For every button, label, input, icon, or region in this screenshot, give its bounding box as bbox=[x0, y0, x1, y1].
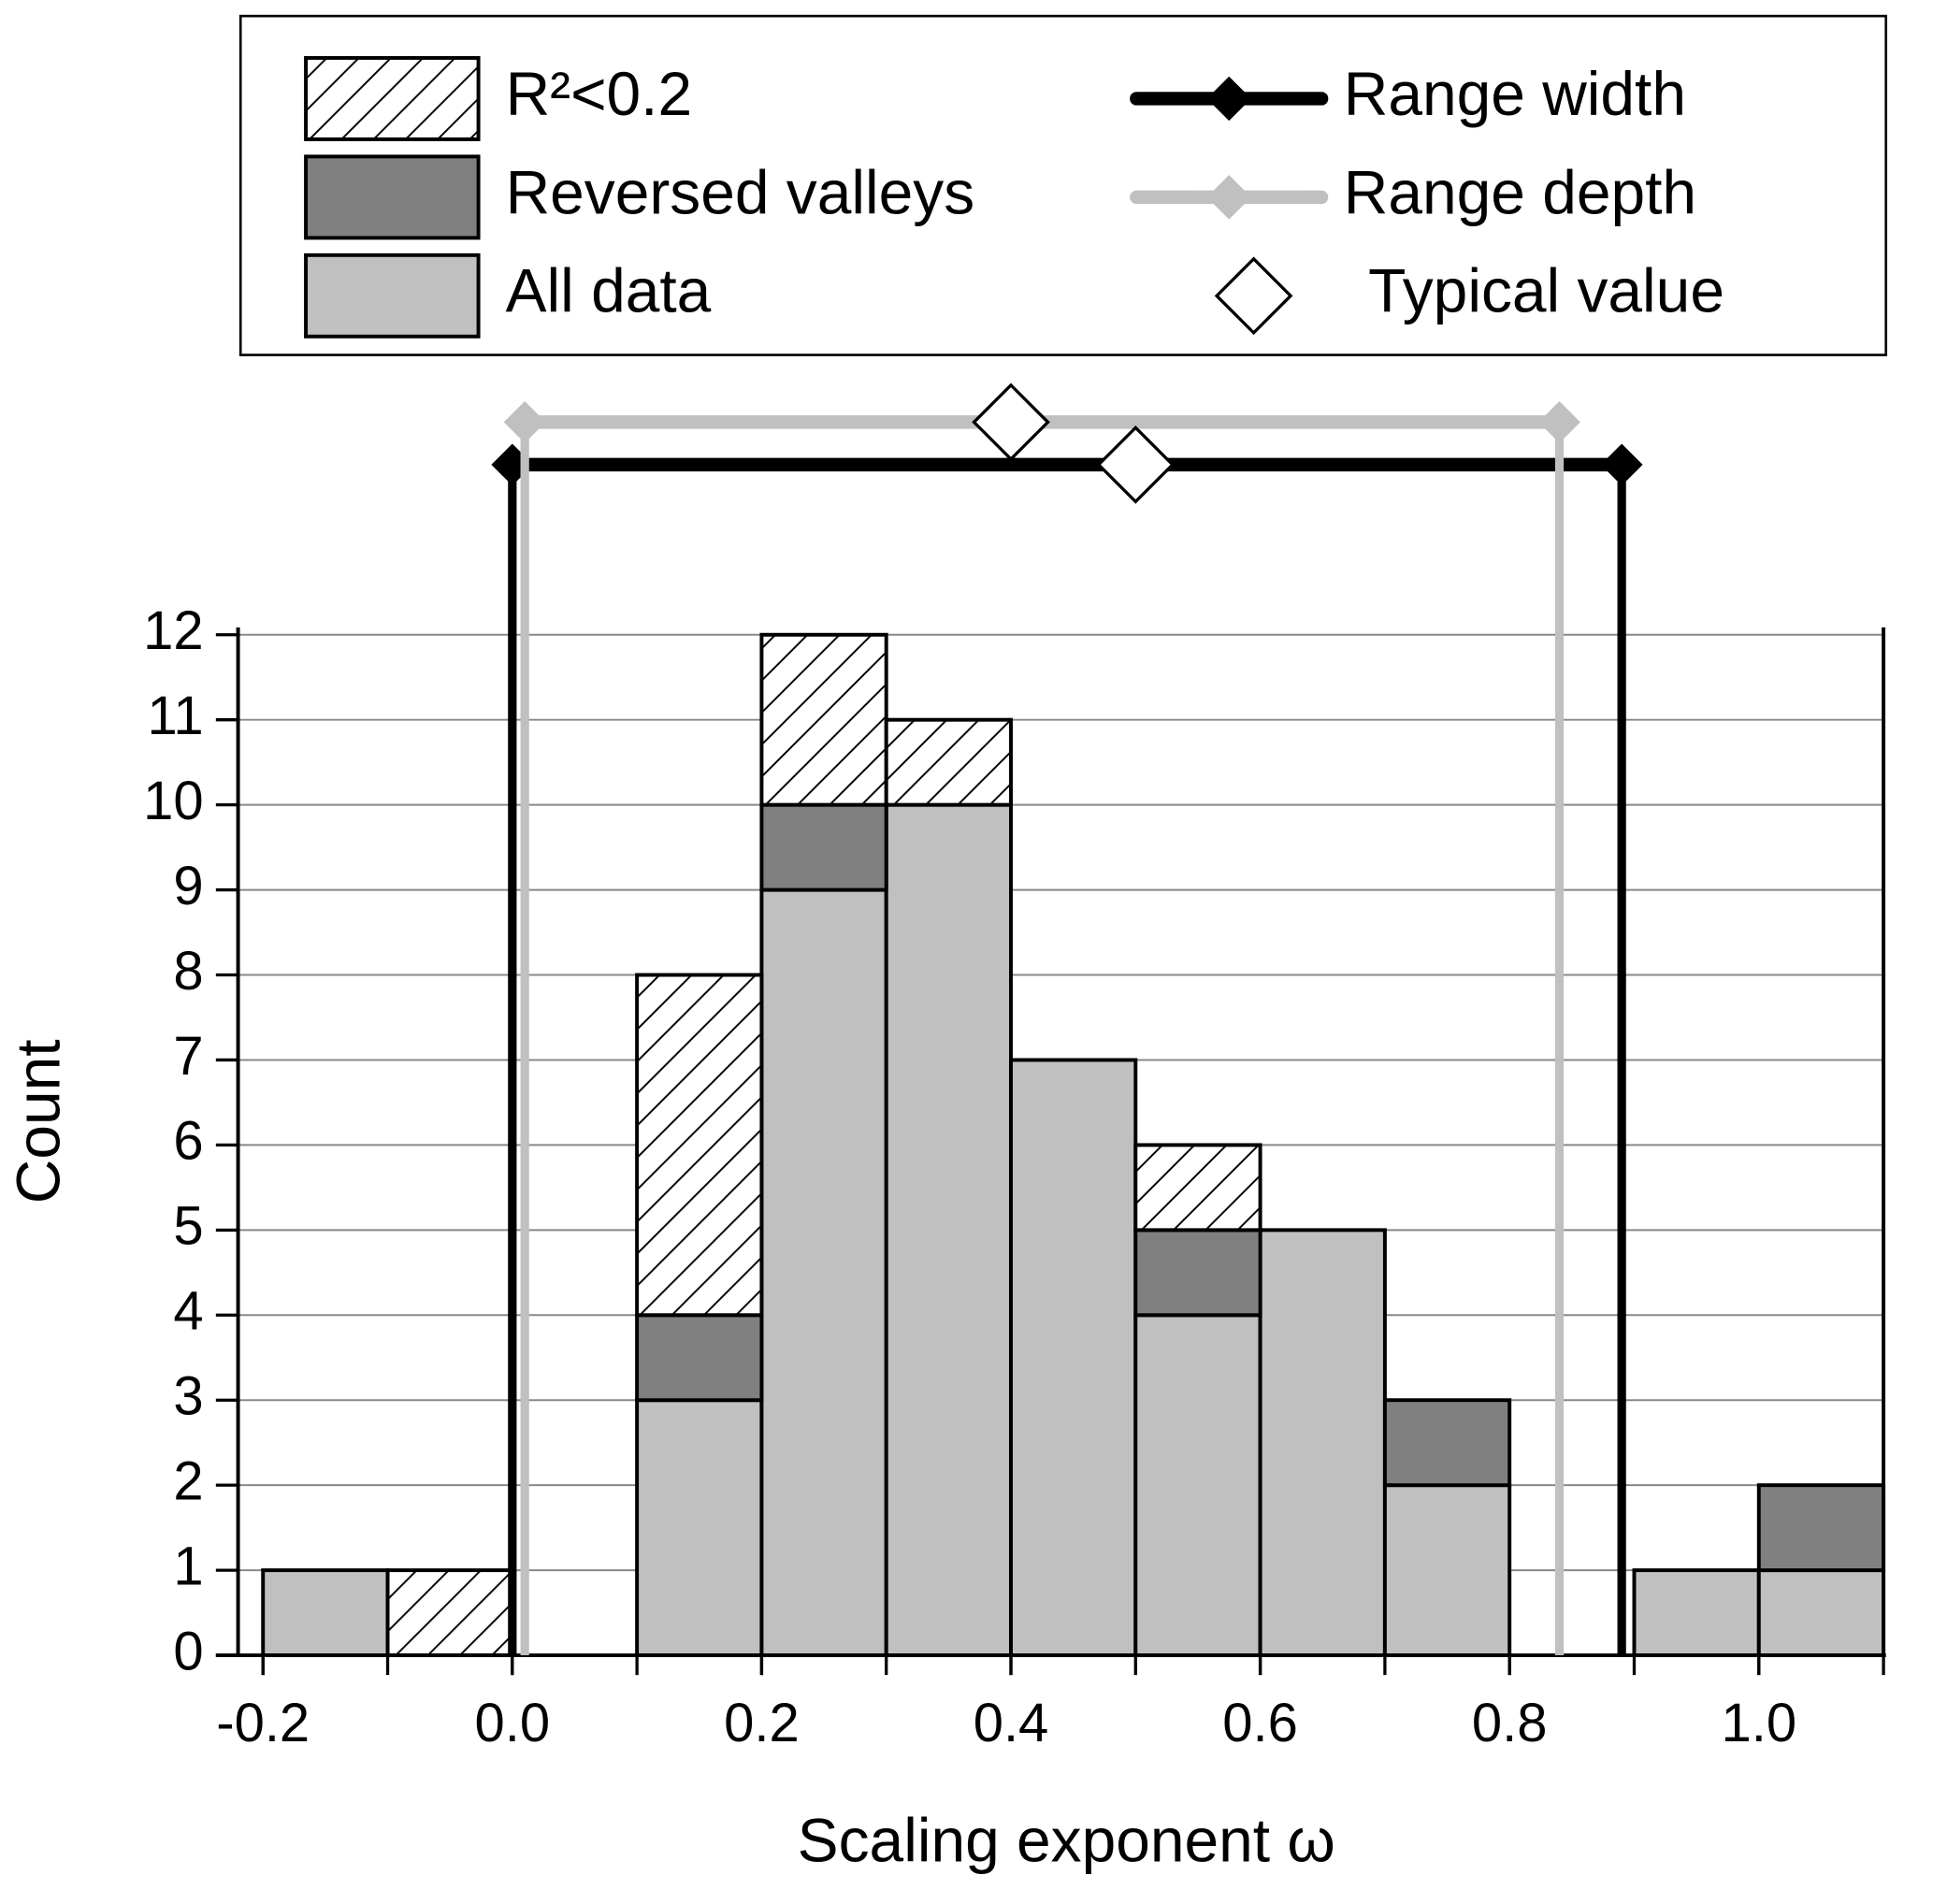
y-tick-label: 2 bbox=[173, 1451, 203, 1511]
legend-label: R²<0.2 bbox=[506, 59, 693, 128]
bar bbox=[385, 1568, 514, 1658]
bar bbox=[1133, 1313, 1262, 1658]
typical-marker bbox=[972, 382, 1050, 462]
bar bbox=[1258, 1228, 1387, 1658]
bar bbox=[1756, 1568, 1886, 1658]
x-tick-label: 0.8 bbox=[1472, 1694, 1548, 1753]
bar bbox=[759, 632, 888, 807]
bar bbox=[759, 802, 888, 892]
bar bbox=[1382, 1483, 1512, 1658]
y-tick-label: 7 bbox=[173, 1027, 203, 1087]
range-end bbox=[491, 443, 534, 486]
bar bbox=[884, 802, 1013, 1658]
x-tick-label: 1.0 bbox=[1721, 1694, 1796, 1753]
y-tick-label: 9 bbox=[173, 857, 203, 916]
range-end bbox=[503, 401, 546, 443]
y-tick-label: 12 bbox=[143, 601, 204, 661]
legend-swatch bbox=[304, 154, 481, 240]
y-tick-label: 10 bbox=[143, 772, 204, 831]
x-tick-label: 0.4 bbox=[974, 1694, 1049, 1753]
legend-label: Reversed valleys bbox=[506, 157, 975, 226]
bar bbox=[759, 887, 888, 1658]
y-tick-label: 3 bbox=[173, 1367, 203, 1427]
x-axis-label: Scaling exponent ω bbox=[798, 1805, 1335, 1874]
legend-box bbox=[238, 14, 1888, 356]
bar bbox=[635, 1398, 764, 1658]
x-tick-label: 0.0 bbox=[475, 1694, 551, 1753]
y-tick-label: 8 bbox=[173, 942, 203, 1002]
y-axis-label: Count bbox=[4, 1039, 73, 1204]
bar bbox=[635, 973, 764, 1318]
range-end bbox=[1600, 443, 1643, 486]
y-tick-label: 1 bbox=[173, 1536, 203, 1596]
bar bbox=[261, 1568, 390, 1658]
range-end bbox=[1538, 401, 1580, 443]
y-tick-label: 11 bbox=[147, 686, 203, 746]
typical-marker bbox=[1096, 426, 1176, 504]
bar bbox=[884, 717, 1013, 807]
legend-label: Range depth bbox=[1344, 157, 1696, 226]
bar bbox=[1133, 1143, 1262, 1233]
legend-label: Typical value bbox=[1368, 256, 1724, 325]
y-tick-label: 0 bbox=[173, 1622, 203, 1681]
y-tick-label: 6 bbox=[173, 1112, 203, 1172]
x-tick-label: 0.2 bbox=[724, 1694, 800, 1753]
bar bbox=[1382, 1398, 1512, 1488]
bar bbox=[1009, 1058, 1138, 1658]
y-tick-label: 4 bbox=[173, 1282, 203, 1342]
bar bbox=[1632, 1568, 1761, 1658]
legend-label: Range width bbox=[1344, 59, 1686, 128]
legend-marker bbox=[1214, 256, 1293, 336]
legend-swatch bbox=[304, 252, 481, 339]
legend-swatch bbox=[304, 55, 481, 141]
bar bbox=[635, 1313, 764, 1403]
x-tick-label: -0.2 bbox=[216, 1694, 310, 1753]
x-tick-label: 0.6 bbox=[1222, 1694, 1298, 1753]
bar bbox=[1133, 1228, 1262, 1318]
bar bbox=[1756, 1483, 1886, 1573]
legend-label: All data bbox=[506, 256, 712, 325]
y-tick-label: 5 bbox=[173, 1197, 203, 1257]
